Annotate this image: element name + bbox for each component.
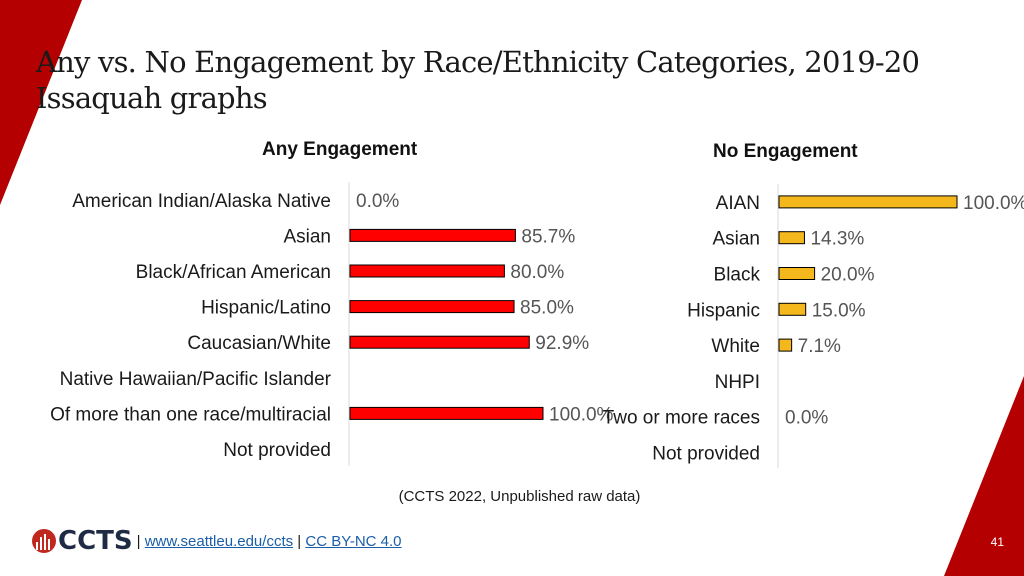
any-bar (350, 229, 515, 241)
no-category-label: Not provided (652, 444, 760, 465)
no-category-label: White (711, 336, 760, 357)
any-value-label: 85.7% (521, 226, 575, 247)
ccts-logo-text: CCTS (58, 526, 133, 556)
no-category-label: AIAN (716, 193, 760, 214)
no-bar (779, 268, 815, 280)
any-category-label: Native Hawaiian/Pacific Islander (60, 369, 332, 390)
no-value-label: 7.1% (798, 336, 841, 357)
any-category-label: Caucasian/White (187, 333, 331, 354)
website-link[interactable]: www.seattleu.edu/ccts (145, 533, 293, 550)
any-bar (350, 336, 529, 348)
any-bar (350, 265, 504, 277)
any-value-label: 92.9% (535, 333, 589, 354)
no-category-label: Black (714, 265, 761, 286)
any-bar (350, 301, 514, 313)
no-bar (779, 339, 792, 351)
any-value-label: 0.0% (356, 191, 399, 212)
any-value-label: 80.0% (510, 262, 564, 283)
no-bar (779, 232, 804, 244)
any-category-label: Black/African American (136, 262, 331, 283)
footer-separator: | (297, 533, 301, 550)
license-link[interactable]: CC BY-NC 4.0 (305, 533, 401, 550)
ccts-logo-icon (32, 528, 56, 554)
any-value-label: 85.0% (520, 298, 574, 319)
footer-separator: | (137, 533, 141, 550)
ccts-logo: CCTS (32, 526, 133, 556)
any-category-label: Of more than one race/multiracial (50, 404, 331, 425)
no-category-label: Hispanic (687, 300, 760, 321)
any-bar (350, 407, 543, 419)
no-value-label: 20.0% (821, 265, 875, 286)
source-citation: (CCTS 2022, Unpublished raw data) (0, 488, 1024, 505)
no-category-label: Two or more races (603, 408, 760, 429)
any-category-label: American Indian/Alaska Native (72, 191, 331, 212)
no-bar (779, 196, 957, 208)
footer-links: | www.seattleu.edu/ccts | CC BY-NC 4.0 (137, 533, 402, 550)
no-value-label: 100.0% (963, 193, 1024, 214)
no-bar (779, 303, 806, 315)
engagement-charts: American Indian/Alaska Native 0.0% Asian 85… (0, 0, 1024, 480)
any-category-label: Hispanic/Latino (201, 298, 331, 319)
no-value-label: 14.3% (810, 229, 864, 250)
footer: CCTS | www.seattleu.edu/ccts | CC BY-NC … (32, 526, 402, 556)
no-value-label: 0.0% (785, 408, 828, 429)
any-category-label: Asian (283, 226, 331, 247)
page-number: 41 (991, 535, 1004, 549)
no-category-label: Asian (712, 229, 760, 250)
no-value-label: 15.0% (812, 300, 866, 321)
no-category-label: NHPI (715, 372, 760, 393)
any-category-label: Not provided (223, 440, 331, 461)
